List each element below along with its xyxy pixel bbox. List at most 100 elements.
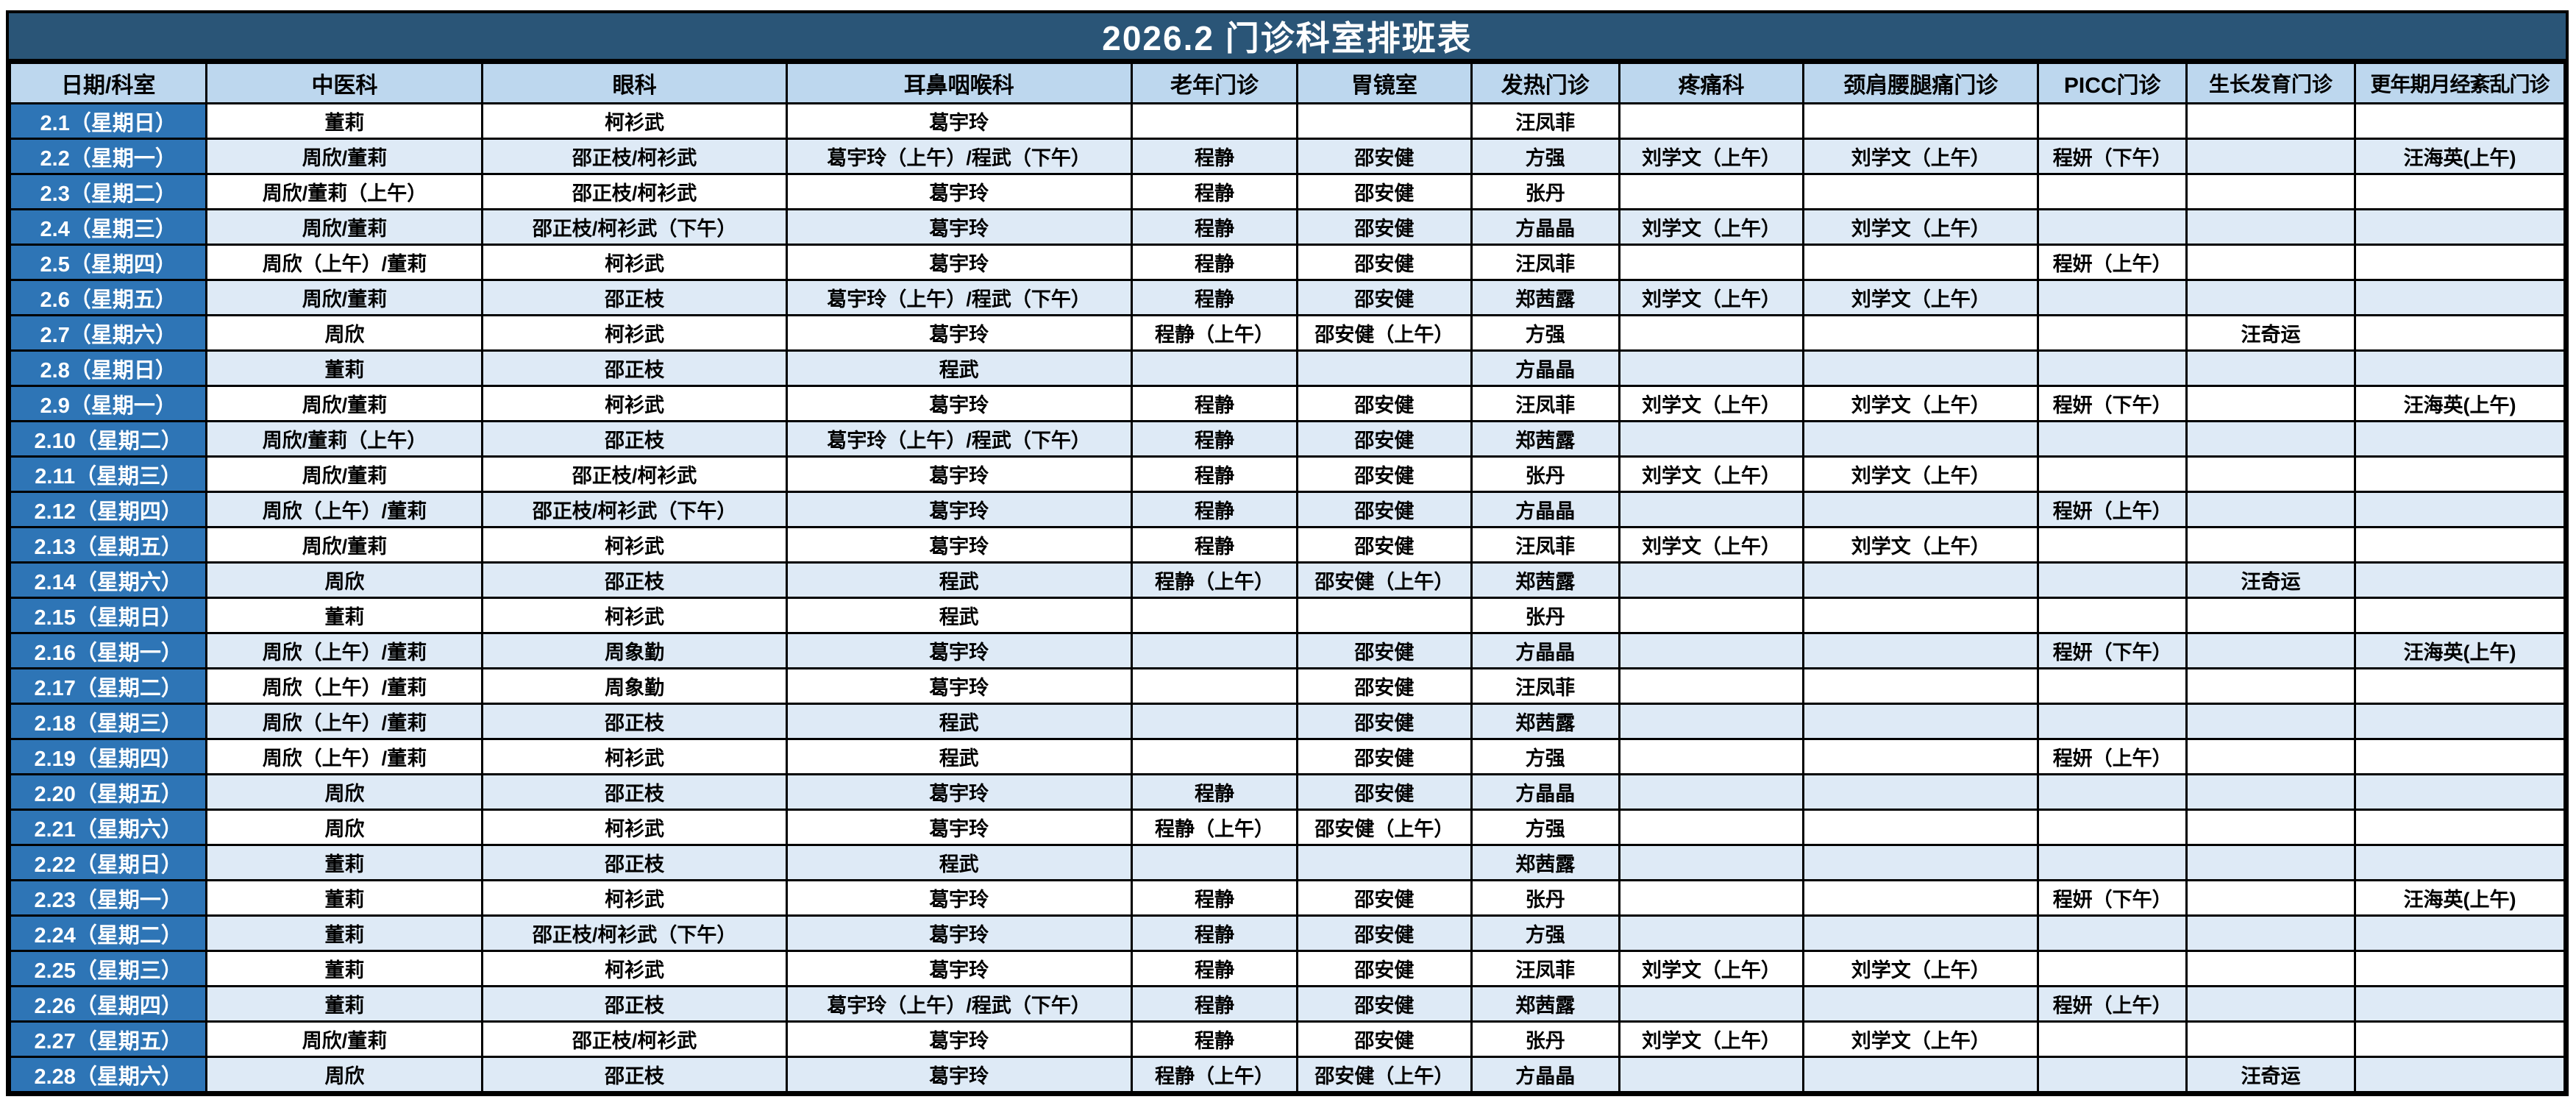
duty-cell — [2037, 279, 2188, 316]
duty-cell — [2185, 138, 2357, 175]
duty-cell: 邵安健 — [1296, 244, 1473, 281]
duty-cell: 葛宇玲 — [785, 208, 1133, 246]
duty-cell — [2185, 491, 2357, 528]
duty-cell — [2354, 597, 2566, 634]
duty-cell: 柯衫武 — [481, 526, 788, 564]
duty-cell — [1801, 879, 2040, 917]
duty-cell — [2185, 914, 2357, 952]
duty-cell — [2185, 279, 2357, 316]
schedule-row: 2.17（星期二） 周欣（上午）/董莉 周象勤 葛宇玲 邵安健 汪凤菲 — [8, 667, 2566, 705]
duty-cell — [2354, 526, 2566, 564]
duty-cell: 邵安健（上午） — [1296, 1056, 1473, 1093]
duty-cell — [2185, 420, 2357, 458]
duty-cell — [2354, 279, 2566, 316]
duty-cell: 程妍（上午） — [2037, 491, 2188, 528]
duty-cell: 葛宇玲 — [785, 102, 1133, 140]
duty-cell — [1130, 102, 1299, 140]
duty-cell: 汪奇运 — [2185, 561, 2357, 599]
date-cell: 2.2（星期一） — [8, 138, 208, 175]
department-header-cell: 中医科 — [205, 62, 484, 104]
duty-cell — [1618, 809, 1804, 846]
date-cell: 2.3（星期二） — [8, 173, 208, 210]
duty-cell: 邵安健（上午） — [1296, 809, 1473, 846]
duty-cell: 周象勤 — [481, 632, 788, 669]
duty-cell: 葛宇玲 — [785, 526, 1133, 564]
duty-cell: 邵安健 — [1296, 738, 1473, 775]
duty-cell: 周欣（上午）/董莉 — [205, 738, 484, 775]
duty-cell — [2354, 208, 2566, 246]
duty-cell: 程武 — [785, 597, 1133, 634]
duty-cell — [2354, 1020, 2566, 1058]
duty-cell: 董莉 — [205, 950, 484, 987]
duty-cell: 方强 — [1470, 809, 1620, 846]
duty-cell — [1801, 914, 2040, 952]
department-header-cell: 耳鼻咽喉科 — [785, 62, 1133, 104]
duty-cell: 刘学文（上午） — [1801, 1020, 2040, 1058]
date-cell: 2.14（星期六） — [8, 561, 208, 599]
duty-cell — [1618, 703, 1804, 740]
duty-cell: 董莉 — [205, 985, 484, 1023]
duty-cell: 邵安健 — [1296, 208, 1473, 246]
duty-cell: 葛宇玲 — [785, 1020, 1133, 1058]
duty-cell: 方强 — [1470, 914, 1620, 952]
duty-cell: 邵安健 — [1296, 950, 1473, 987]
duty-cell — [1801, 491, 2040, 528]
duty-cell — [2037, 349, 2188, 387]
duty-cell: 葛宇玲 — [785, 809, 1133, 846]
duty-cell: 程妍（上午） — [2037, 985, 2188, 1023]
duty-cell — [1618, 173, 1804, 210]
duty-cell: 周欣/董莉 — [205, 279, 484, 316]
duty-cell: 汪海英(上午) — [2354, 879, 2566, 917]
duty-cell: 邵正枝/柯衫武 — [481, 455, 788, 493]
duty-cell: 邵安健 — [1296, 914, 1473, 952]
duty-cell: 邵正枝/柯衫武 — [481, 138, 788, 175]
duty-cell: 邵安健 — [1296, 667, 1473, 705]
duty-cell: 程静 — [1130, 208, 1299, 246]
duty-cell: 葛宇玲（上午）/程武（下午） — [785, 279, 1133, 316]
duty-cell: 程静 — [1130, 526, 1299, 564]
duty-cell: 程武 — [785, 349, 1133, 387]
duty-cell — [2354, 244, 2566, 281]
duty-cell: 程静（上午） — [1130, 1056, 1299, 1093]
corner-header-cell: 日期/科室 — [8, 62, 208, 104]
duty-cell: 葛宇玲 — [785, 455, 1133, 493]
duty-cell: 方晶晶 — [1470, 491, 1620, 528]
duty-cell: 汪海英(上午) — [2354, 385, 2566, 422]
duty-cell: 邵正枝/柯衫武（下午） — [481, 208, 788, 246]
duty-cell: 刘学文（上午） — [1618, 279, 1804, 316]
schedule-row: 2.22（星期日） 董莉 邵正枝 程武 郑茜露 — [8, 844, 2566, 881]
duty-cell — [2185, 950, 2357, 987]
duty-cell — [1618, 314, 1804, 352]
duty-cell: 程妍（下午） — [2037, 138, 2188, 175]
duty-cell — [1618, 773, 1804, 811]
duty-cell — [1130, 597, 1299, 634]
duty-cell: 邵安健 — [1296, 526, 1473, 564]
date-cell: 2.15（星期日） — [8, 597, 208, 634]
schedule-table-container: 2026.2 门诊科室排班表 日期/科室 中医科 眼科 耳鼻咽喉科 老年门诊 胃镜室 发热门… — [6, 10, 2569, 1096]
date-cell: 2.24（星期二） — [8, 914, 208, 952]
duty-cell: 刘学文（上午） — [1618, 455, 1804, 493]
duty-cell: 汪奇运 — [2185, 314, 2357, 352]
duty-cell: 邵正枝 — [481, 279, 788, 316]
duty-cell: 周欣 — [205, 773, 484, 811]
duty-cell: 刘学文（上午） — [1801, 455, 2040, 493]
duty-cell — [2037, 703, 2188, 740]
duty-cell: 刘学文（上午） — [1801, 385, 2040, 422]
duty-cell: 程妍（下午） — [2037, 632, 2188, 669]
duty-cell: 葛宇玲 — [785, 773, 1133, 811]
duty-cell: 邵正枝 — [481, 349, 788, 387]
schedule-row: 2.28（星期六） 周欣 邵正枝 葛宇玲 程静（上午） 邵安健（上午） 方晶晶 汪奇运 — [8, 1056, 2566, 1093]
date-cell: 2.9（星期一） — [8, 385, 208, 422]
duty-cell: 刘学文（上午） — [1618, 526, 1804, 564]
schedule-row: 2.3（星期二） 周欣/董莉（上午） 邵正枝/柯衫武 葛宇玲 程静 邵安健 张丹 — [8, 173, 2566, 210]
schedule-header-row: 日期/科室 中医科 眼科 耳鼻咽喉科 老年门诊 胃镜室 发热门诊 疼痛科 颈肩腰腿痛门诊 PICC… — [8, 62, 2566, 104]
duty-cell: 程静 — [1130, 1020, 1299, 1058]
duty-cell: 邵正枝/柯衫武（下午） — [481, 491, 788, 528]
schedule-row: 2.21（星期六） 周欣 柯衫武 葛宇玲 程静（上午） 邵安健（上午） 方强 — [8, 809, 2566, 846]
duty-cell: 葛宇玲 — [785, 879, 1133, 917]
date-cell: 2.10（星期二） — [8, 420, 208, 458]
schedule-row: 2.2（星期一） 周欣/董莉 邵正枝/柯衫武 葛宇玲（上午）/程武（下午） 程静 邵安健方… — [8, 138, 2566, 175]
schedule-row: 2.15（星期日） 董莉 柯衫武 程武 张丹 — [8, 597, 2566, 634]
duty-cell — [2354, 561, 2566, 599]
duty-cell: 程静 — [1130, 173, 1299, 210]
